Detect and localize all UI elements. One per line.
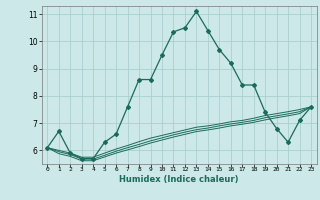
X-axis label: Humidex (Indice chaleur): Humidex (Indice chaleur) [119,175,239,184]
